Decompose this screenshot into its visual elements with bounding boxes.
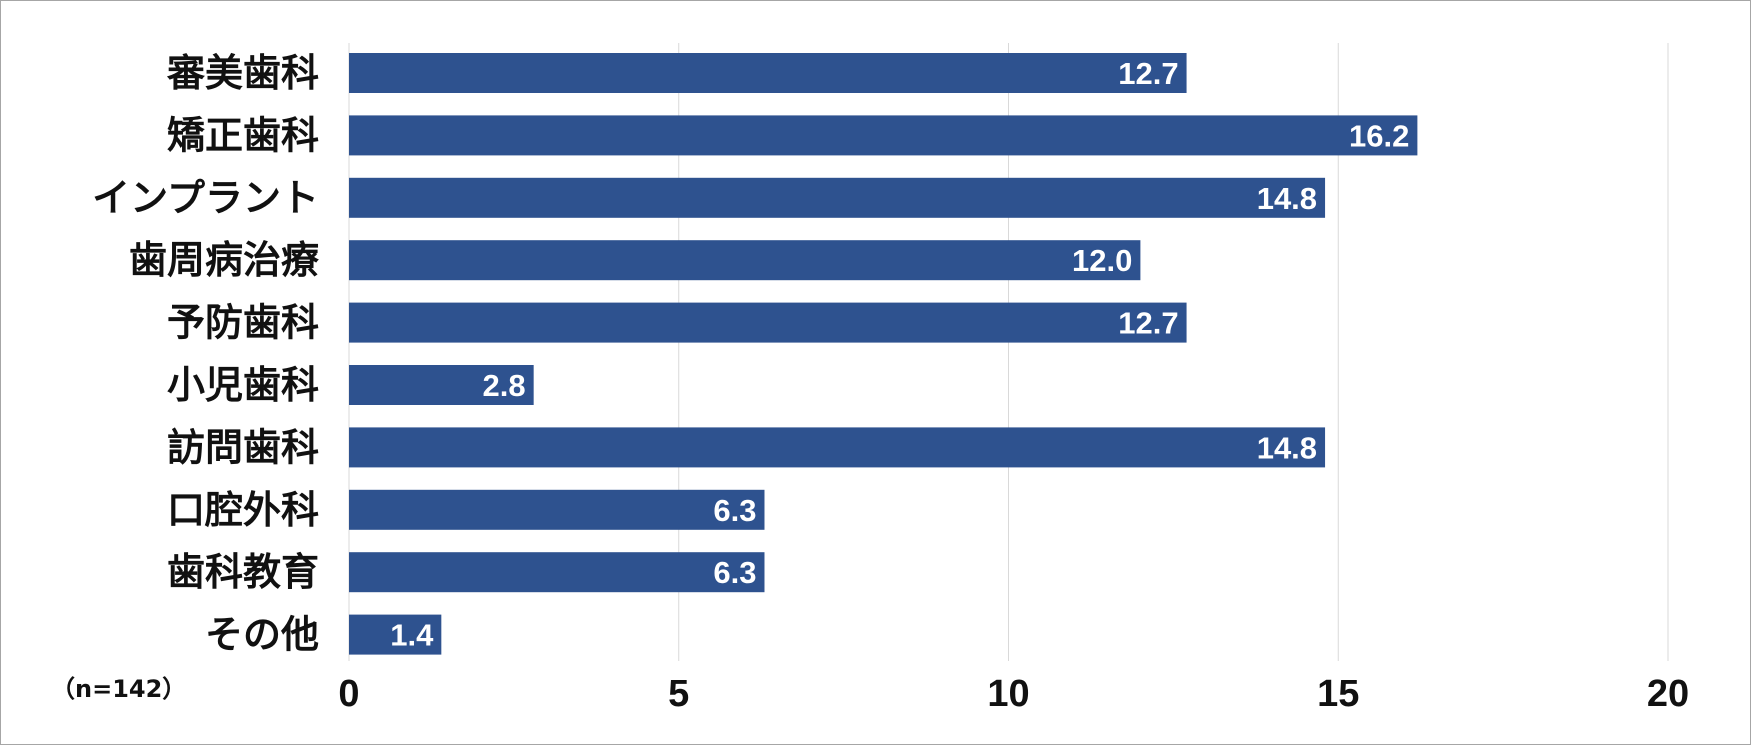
x-tick-label: 10 [987,673,1029,715]
data-label: 1.4 [390,618,434,653]
category-label: 歯周病治療 [129,238,320,282]
category-label: 訪問歯科 [167,425,319,469]
bar [349,53,1187,93]
category-label: 口腔外科 [167,488,319,532]
bar [349,427,1326,468]
bar [349,489,765,530]
x-tick-label: 15 [1317,673,1359,715]
category-label: 審美歯科 [166,51,319,95]
sample-size-note: （n=142） [51,675,186,703]
category-label: インプラント [92,176,319,220]
x-tick-label: 20 [1647,673,1689,715]
category-labels: 審美歯科矯正歯科インプラント歯周病治療予防歯科小児歯科訪問歯科口腔外科歯科教育そ… [92,51,320,657]
bar [349,614,442,655]
data-label: 12.7 [1118,56,1178,91]
category-label: 歯科教育 [167,550,319,594]
data-label: 6.3 [713,493,756,528]
bar [349,115,1418,156]
data-label: 6.3 [713,555,756,590]
category-label: 予防歯科 [167,301,319,345]
data-label: 12.0 [1072,243,1132,278]
bar [349,552,765,593]
bar [349,240,1141,281]
data-label: 14.8 [1257,181,1317,216]
data-label: 2.8 [483,368,526,403]
bar [349,365,534,405]
data-label: 12.7 [1118,306,1178,341]
bars: 12.7 16.2 14.8 12.0 12.7 2.8 14.8 6.3 6.3 1.4 [349,53,1418,655]
data-label: 16.2 [1349,118,1409,153]
category-label: 小児歯科 [167,363,319,407]
bar [349,302,1187,343]
category-label: その他 [205,613,319,657]
x-tick-label: 0 [338,673,359,715]
bar [349,177,1326,218]
x-tick-label: 5 [668,673,689,715]
x-axis-ticks: 0 5 10 15 20 [338,673,1689,715]
category-label: 矯正歯科 [167,113,319,157]
data-label: 14.8 [1257,430,1317,465]
